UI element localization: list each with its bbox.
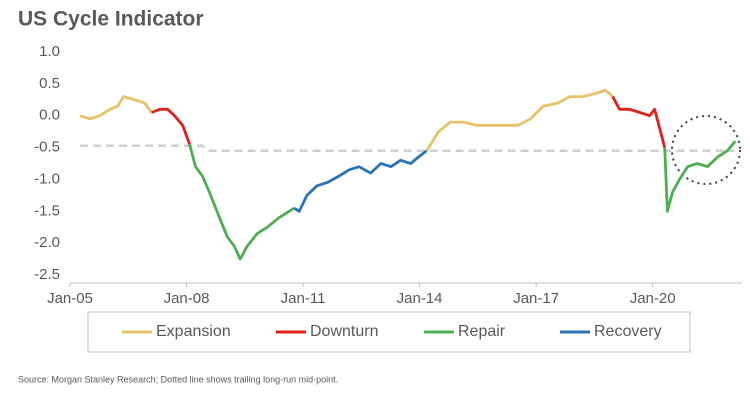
- y-tick-label: -2.0: [34, 234, 60, 251]
- legend-box: [87, 311, 691, 353]
- series-line: [151, 95, 667, 148]
- legend-label: Expansion: [156, 323, 231, 340]
- y-tick-label: -2.5: [34, 266, 60, 283]
- y-tick-label: 0.0: [39, 107, 60, 124]
- series-line: [79, 88, 614, 152]
- series-line: [188, 140, 737, 261]
- y-tick-label: -1.0: [34, 170, 60, 187]
- y-tick-label: -0.5: [34, 139, 60, 156]
- legend-label: Recovery: [594, 323, 662, 340]
- y-tick-label: 1.0: [39, 43, 60, 60]
- source-note: Source: Morgan Stanley Research; Dotted …: [18, 374, 338, 384]
- reference-line: [80, 144, 735, 153]
- y-tick-label: 0.5: [39, 75, 60, 92]
- x-tick-label: Jan-20: [630, 290, 676, 307]
- x-tick-label: Jan-11: [281, 290, 326, 307]
- x-tick-label: Jan-14: [397, 290, 443, 307]
- highlight-circle: [671, 115, 741, 185]
- chart-title: US Cycle Indicator: [18, 8, 204, 31]
- legend-label: Downturn: [310, 323, 378, 340]
- x-tick-label: Jan-08: [164, 290, 210, 307]
- y-tick-label: -1.5: [34, 202, 60, 219]
- series-line: [293, 149, 428, 213]
- x-tick-label: Jan-05: [47, 290, 93, 307]
- legend-label: Repair: [458, 323, 506, 340]
- x-tick-label: Jan-17: [513, 290, 559, 307]
